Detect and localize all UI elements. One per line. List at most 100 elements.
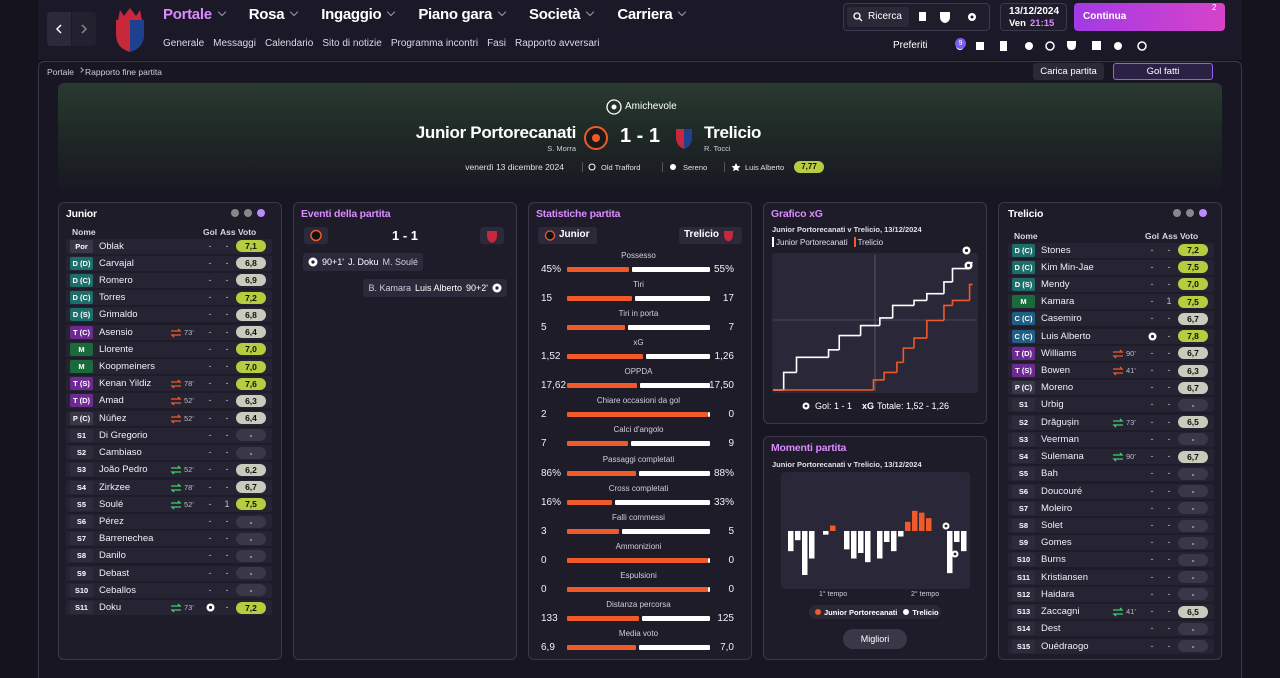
breadcrumb[interactable]: Portale xyxy=(47,67,74,77)
player-row[interactable] xyxy=(66,324,272,340)
player-row[interactable] xyxy=(1008,638,1214,654)
player-row[interactable] xyxy=(1008,294,1214,310)
nav-tab[interactable]: Portale xyxy=(163,6,225,23)
player-row[interactable] xyxy=(66,565,272,581)
player-row[interactable] xyxy=(1008,586,1214,602)
highlights-button[interactable]: Gol fatti xyxy=(1113,63,1213,80)
player-row[interactable] xyxy=(66,462,272,478)
nav-tab[interactable]: Ingaggio xyxy=(321,6,394,23)
goal-event[interactable]: 90+1' J. Doku M. Soulé xyxy=(303,253,424,271)
assists: - xyxy=(225,378,229,389)
stat-home-value: 16% xyxy=(541,496,562,508)
sub-tab[interactable]: Fasi xyxy=(487,38,506,49)
player-row[interactable] xyxy=(66,514,272,530)
stat-bar-home xyxy=(567,557,708,563)
stat-bar-away xyxy=(639,383,710,389)
forward-button[interactable] xyxy=(72,12,96,46)
nav-tab[interactable]: Rosa xyxy=(249,6,297,23)
player-of-match[interactable]: Luis Alberto xyxy=(745,163,785,172)
player-row[interactable] xyxy=(66,359,272,375)
player-row[interactable] xyxy=(1008,449,1214,465)
column-header: Ass xyxy=(1162,231,1178,241)
player-row[interactable] xyxy=(1008,604,1214,620)
away-team[interactable]: Trelicio xyxy=(704,123,762,142)
sub-tab[interactable]: Sito di notizie xyxy=(322,38,382,49)
goal-event[interactable]: 90+2' Luis Alberto B. Kamara xyxy=(363,279,507,297)
sub-tab[interactable]: Calendario xyxy=(264,38,314,49)
player-row[interactable] xyxy=(1008,569,1214,585)
player-row[interactable] xyxy=(66,376,272,392)
player-row[interactable] xyxy=(1008,621,1214,637)
player-row[interactable] xyxy=(1008,518,1214,534)
player-row[interactable] xyxy=(66,427,272,443)
player-row[interactable] xyxy=(1008,466,1214,482)
nav-tab[interactable]: Piano gara xyxy=(418,6,505,23)
player-row[interactable] xyxy=(66,307,272,323)
player-row[interactable] xyxy=(1008,276,1214,292)
player-row[interactable] xyxy=(1008,242,1214,258)
player-row[interactable] xyxy=(66,255,272,271)
player-row[interactable] xyxy=(1008,397,1214,413)
player-row[interactable] xyxy=(1008,311,1214,327)
page-dot[interactable] xyxy=(257,209,265,217)
player-row[interactable] xyxy=(1008,259,1214,275)
load-button[interactable]: Carica partita xyxy=(1033,63,1104,80)
player-row[interactable] xyxy=(1008,431,1214,447)
player-name: Doucouré xyxy=(1041,485,1083,497)
sub-tab[interactable]: Rapporto avversari xyxy=(514,38,600,49)
player-row[interactable] xyxy=(66,410,272,426)
xg-step xyxy=(879,317,893,326)
player-row[interactable] xyxy=(66,272,272,288)
xg-step xyxy=(943,281,953,294)
assists: - xyxy=(1167,588,1171,599)
page-dot[interactable] xyxy=(1173,209,1181,217)
player-row[interactable] xyxy=(1008,552,1214,568)
page-dot[interactable] xyxy=(244,209,252,217)
back-button[interactable] xyxy=(47,12,71,46)
player-row[interactable] xyxy=(66,496,272,512)
goals: - xyxy=(208,498,212,509)
goal-icon xyxy=(308,257,318,267)
best-button[interactable]: Migliori xyxy=(843,629,907,649)
player-row[interactable] xyxy=(1008,414,1214,430)
position-badge: S12 xyxy=(1012,587,1035,601)
player-row[interactable] xyxy=(66,341,272,357)
nav-tab[interactable]: Società xyxy=(529,6,593,23)
assists: - xyxy=(1167,347,1171,358)
player-row[interactable] xyxy=(1008,483,1214,499)
player-name: Llorente xyxy=(99,343,134,355)
player-row[interactable] xyxy=(66,290,272,306)
sub-tab[interactable]: Generale xyxy=(163,38,205,49)
player-row[interactable] xyxy=(1008,363,1214,379)
position-badge: S8 xyxy=(1012,519,1035,533)
player-row[interactable] xyxy=(66,238,272,254)
nav-tab[interactable]: Carriera xyxy=(617,6,685,23)
momentum-bar xyxy=(905,521,911,531)
player-row[interactable] xyxy=(66,600,272,616)
player-row[interactable] xyxy=(66,445,272,461)
player-row[interactable] xyxy=(1008,328,1214,344)
page-dot[interactable] xyxy=(1186,209,1194,217)
player-row[interactable] xyxy=(66,531,272,547)
player-name: João Pedro xyxy=(99,464,148,476)
ball-spot xyxy=(953,552,957,556)
player-row[interactable] xyxy=(1008,345,1214,361)
favorites[interactable]: Preferiti xyxy=(893,40,928,51)
player-row[interactable] xyxy=(66,548,272,564)
rating: - xyxy=(1178,519,1208,532)
continue-button[interactable] xyxy=(1074,3,1225,31)
player-row[interactable] xyxy=(66,479,272,495)
sub-tab[interactable]: Messaggi xyxy=(213,38,256,49)
player-row[interactable] xyxy=(1008,380,1214,396)
search-button[interactable] xyxy=(847,7,909,27)
date: 13/12/2024 xyxy=(1009,6,1060,17)
player-row[interactable] xyxy=(1008,500,1214,516)
player-row[interactable] xyxy=(66,582,272,598)
player-row[interactable] xyxy=(1008,535,1214,551)
page-dot[interactable] xyxy=(231,209,239,217)
sub-tab[interactable]: Programma incontri xyxy=(390,38,479,49)
home-team[interactable]: Junior Portorecanati xyxy=(415,123,577,142)
player-row[interactable] xyxy=(66,393,272,409)
page-dot[interactable] xyxy=(1199,209,1207,217)
position-badge: D (S) xyxy=(1012,277,1035,291)
